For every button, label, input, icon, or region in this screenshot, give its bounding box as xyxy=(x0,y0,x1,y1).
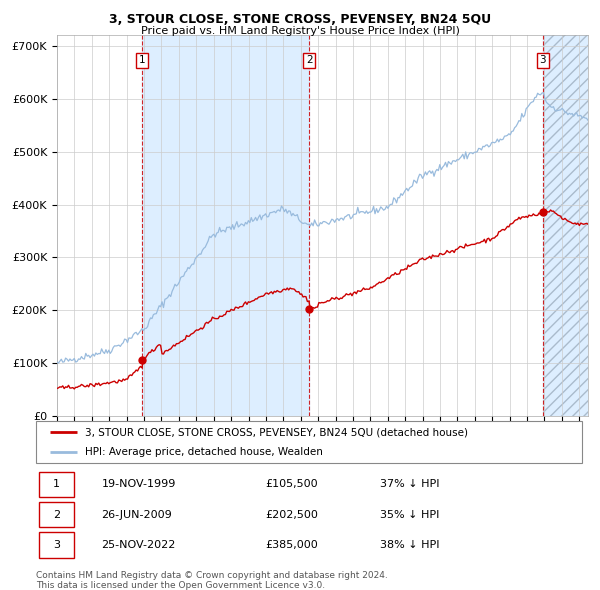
Text: 3, STOUR CLOSE, STONE CROSS, PEVENSEY, BN24 5QU: 3, STOUR CLOSE, STONE CROSS, PEVENSEY, B… xyxy=(109,13,491,26)
Text: This data is licensed under the Open Government Licence v3.0.: This data is licensed under the Open Gov… xyxy=(36,581,325,590)
FancyBboxPatch shape xyxy=(36,421,582,463)
Text: Contains HM Land Registry data © Crown copyright and database right 2024.: Contains HM Land Registry data © Crown c… xyxy=(36,571,388,579)
Text: 19-NOV-1999: 19-NOV-1999 xyxy=(101,480,176,489)
Text: 3: 3 xyxy=(539,55,546,65)
Text: 37% ↓ HPI: 37% ↓ HPI xyxy=(380,480,439,489)
Text: 2: 2 xyxy=(306,55,313,65)
Text: 25-NOV-2022: 25-NOV-2022 xyxy=(101,540,176,550)
Text: 2: 2 xyxy=(53,510,60,520)
Text: 1: 1 xyxy=(53,480,60,489)
Bar xyxy=(543,35,588,416)
Text: 3: 3 xyxy=(53,540,60,550)
Text: Price paid vs. HM Land Registry's House Price Index (HPI): Price paid vs. HM Land Registry's House … xyxy=(140,26,460,36)
Text: £202,500: £202,500 xyxy=(265,510,318,520)
Text: £385,000: £385,000 xyxy=(265,540,318,550)
FancyBboxPatch shape xyxy=(39,502,74,527)
Text: 1: 1 xyxy=(139,55,145,65)
Text: 26-JUN-2009: 26-JUN-2009 xyxy=(101,510,172,520)
Bar xyxy=(543,35,588,416)
Bar xyxy=(142,35,309,416)
Text: HPI: Average price, detached house, Wealden: HPI: Average price, detached house, Weal… xyxy=(85,447,323,457)
Text: £105,500: £105,500 xyxy=(265,480,318,489)
FancyBboxPatch shape xyxy=(39,532,74,558)
Text: 38% ↓ HPI: 38% ↓ HPI xyxy=(380,540,439,550)
FancyBboxPatch shape xyxy=(39,471,74,497)
Text: 35% ↓ HPI: 35% ↓ HPI xyxy=(380,510,439,520)
Text: 3, STOUR CLOSE, STONE CROSS, PEVENSEY, BN24 5QU (detached house): 3, STOUR CLOSE, STONE CROSS, PEVENSEY, B… xyxy=(85,427,468,437)
